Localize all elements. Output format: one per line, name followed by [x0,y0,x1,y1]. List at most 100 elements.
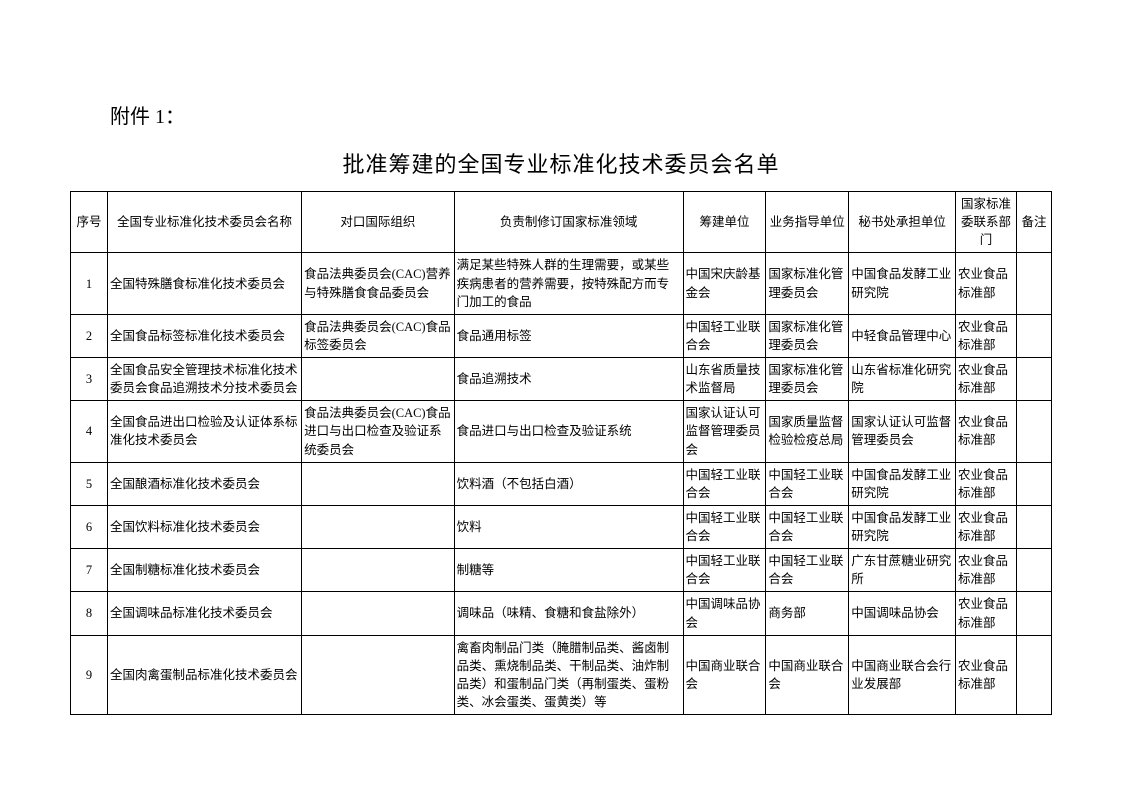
cell-name: 全国调味品标准化技术委员会 [108,592,302,635]
cell-idx: 6 [71,505,108,548]
cell-unit: 中国调味品协会 [683,592,766,635]
cell-dept: 农业食品标准部 [956,592,1017,635]
cell-guide: 国家标准化管理委员会 [766,253,849,314]
cell-guide: 国家质量监督检验检疫总局 [766,401,849,462]
cell-sec: 中国食品发酵工业研究院 [849,505,956,548]
table-header-row: 序号 全国专业标准化技术委员会名称 对口国际组织 负责制修订国家标准领域 筹建单… [71,192,1052,253]
cell-sec: 广东甘蔗糖业研究所 [849,549,956,592]
cell-domain: 禽畜肉制品门类（腌腊制品类、酱卤制品类、熏烧制品类、干制品类、油炸制品类）和蛋制… [454,635,683,715]
cell-note [1017,314,1052,357]
cell-domain: 制糖等 [454,549,683,592]
cell-dept: 农业食品标准部 [956,253,1017,314]
table-body: 1全国特殊膳食标准化技术委员会食品法典委员会(CAC)营养与特殊膳食食品委员会满… [71,253,1052,715]
cell-idx: 5 [71,462,108,505]
cell-sec: 中国食品发酵工业研究院 [849,462,956,505]
table-row: 3全国食品安全管理技术标准化技术委员会食品追溯技术分技术委员会食品追溯技术山东省… [71,358,1052,401]
cell-unit: 中国轻工业联合会 [683,462,766,505]
col-header-name: 全国专业标准化技术委员会名称 [108,192,302,253]
cell-name: 全国食品进出口检验及认证体系标准化技术委员会 [108,401,302,462]
cell-guide: 商务部 [766,592,849,635]
table-row: 6全国饮料标准化技术委员会饮料中国轻工业联合会中国轻工业联合会中国食品发酵工业研… [71,505,1052,548]
cell-domain: 食品追溯技术 [454,358,683,401]
table-row: 7全国制糖标准化技术委员会制糖等中国轻工业联合会中国轻工业联合会广东甘蔗糖业研究… [71,549,1052,592]
cell-dept: 农业食品标准部 [956,549,1017,592]
cell-note [1017,253,1052,314]
cell-unit: 中国轻工业联合会 [683,505,766,548]
cell-idx: 3 [71,358,108,401]
cell-name: 全国肉禽蛋制品标准化技术委员会 [108,635,302,715]
committee-table: 序号 全国专业标准化技术委员会名称 对口国际组织 负责制修订国家标准领域 筹建单… [70,191,1052,715]
table-row: 4全国食品进出口检验及认证体系标准化技术委员会食品法典委员会(CAC)食品进口与… [71,401,1052,462]
document-title: 批准筹建的全国专业标准化技术委员会名单 [70,147,1052,179]
col-header-unit: 筹建单位 [683,192,766,253]
cell-domain: 满足某些特殊人群的生理需要，或某些疾病患者的营养需要，按特殊配方而专门加工的食品 [454,253,683,314]
cell-idx: 4 [71,401,108,462]
cell-note [1017,592,1052,635]
table-row: 2全国食品标签标准化技术委员会食品法典委员会(CAC)食品标签委员会食品通用标签… [71,314,1052,357]
cell-org [302,505,455,548]
col-header-dept: 国家标准委联系部门 [956,192,1017,253]
cell-domain: 调味品（味精、食糖和食盐除外） [454,592,683,635]
cell-domain: 饮料酒（不包括白酒） [454,462,683,505]
table-row: 8全国调味品标准化技术委员会调味品（味精、食糖和食盐除外）中国调味品协会商务部中… [71,592,1052,635]
cell-org [302,592,455,635]
cell-dept: 农业食品标准部 [956,314,1017,357]
cell-unit: 中国轻工业联合会 [683,549,766,592]
cell-note [1017,505,1052,548]
cell-dept: 农业食品标准部 [956,401,1017,462]
cell-sec: 中轻食品管理中心 [849,314,956,357]
cell-note [1017,549,1052,592]
cell-note [1017,462,1052,505]
cell-name: 全国制糖标准化技术委员会 [108,549,302,592]
cell-guide: 中国轻工业联合会 [766,462,849,505]
cell-org: 食品法典委员会(CAC)食品标签委员会 [302,314,455,357]
cell-dept: 农业食品标准部 [956,462,1017,505]
cell-org [302,635,455,715]
cell-unit: 国家认证认可监督管理委员会 [683,401,766,462]
cell-idx: 2 [71,314,108,357]
col-header-guide: 业务指导单位 [766,192,849,253]
col-header-sec: 秘书处承担单位 [849,192,956,253]
cell-sec: 中国调味品协会 [849,592,956,635]
table-row: 9全国肉禽蛋制品标准化技术委员会 禽畜肉制品门类（腌腊制品类、酱卤制品类、熏烧制品… [71,635,1052,715]
cell-org [302,358,455,401]
cell-note [1017,635,1052,715]
document-page: 附件 1： 批准筹建的全国专业标准化技术委员会名单 序号 全国专业标准化技术委员… [0,0,1122,793]
cell-sec: 中国食品发酵工业研究院 [849,253,956,314]
cell-org [302,462,455,505]
cell-name: 全国特殊膳食标准化技术委员会 [108,253,302,314]
cell-name: 全国饮料标准化技术委员会 [108,505,302,548]
cell-unit: 中国宋庆龄基金会 [683,253,766,314]
cell-idx: 8 [71,592,108,635]
cell-name: 全国食品安全管理技术标准化技术委员会食品追溯技术分技术委员会 [108,358,302,401]
cell-domain: 食品进口与出口检查及验证系统 [454,401,683,462]
cell-dept: 农业食品标准部 [956,358,1017,401]
cell-idx: 9 [71,635,108,715]
cell-guide: 中国轻工业联合会 [766,549,849,592]
cell-name: 全国食品标签标准化技术委员会 [108,314,302,357]
cell-domain: 食品通用标签 [454,314,683,357]
cell-unit: 中国轻工业联合会 [683,314,766,357]
cell-name: 全国酿酒标准化技术委员会 [108,462,302,505]
col-header-domain: 负责制修订国家标准领域 [454,192,683,253]
cell-note [1017,401,1052,462]
table-row: 1全国特殊膳食标准化技术委员会食品法典委员会(CAC)营养与特殊膳食食品委员会满… [71,253,1052,314]
cell-org: 食品法典委员会(CAC)食品进口与出口检查及验证系统委员会 [302,401,455,462]
cell-guide: 国家标准化管理委员会 [766,358,849,401]
cell-sec: 国家认证认可监督管理委员会 [849,401,956,462]
cell-dept: 农业食品标准部 [956,635,1017,715]
cell-domain: 饮料 [454,505,683,548]
cell-idx: 1 [71,253,108,314]
cell-note [1017,358,1052,401]
cell-sec: 中国商业联合会行业发展部 [849,635,956,715]
cell-unit: 山东省质量技术监督局 [683,358,766,401]
cell-guide: 国家标准化管理委员会 [766,314,849,357]
cell-sec: 山东省标准化研究院 [849,358,956,401]
col-header-org: 对口国际组织 [302,192,455,253]
cell-guide: 中国轻工业联合会 [766,505,849,548]
cell-guide: 中国商业联合会 [766,635,849,715]
cell-dept: 农业食品标准部 [956,505,1017,548]
cell-org [302,549,455,592]
cell-idx: 7 [71,549,108,592]
col-header-note: 备注 [1017,192,1052,253]
